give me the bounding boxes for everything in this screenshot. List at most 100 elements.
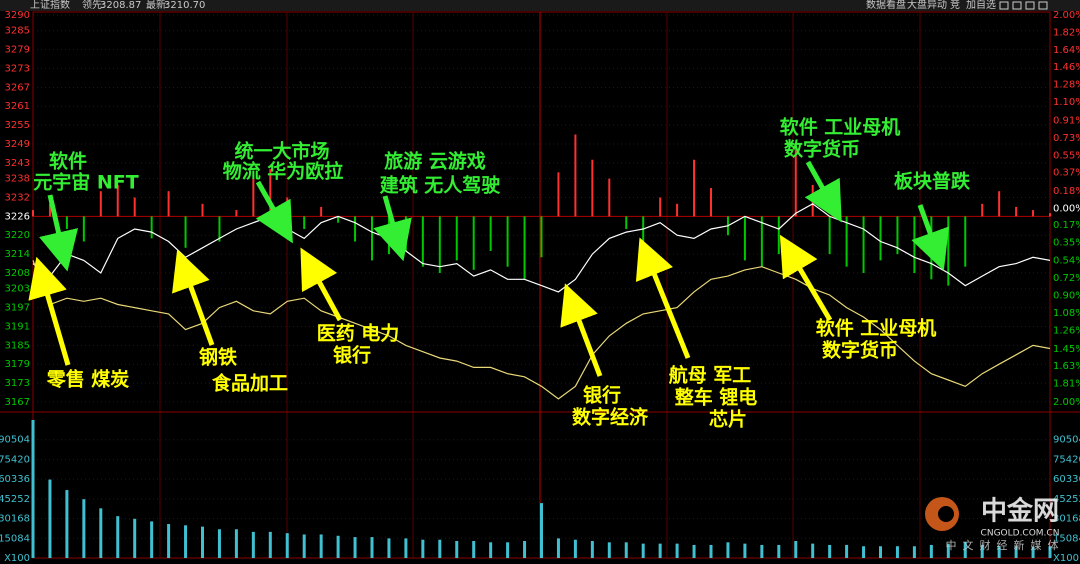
annotation: 钢铁 <box>199 346 237 369</box>
y-tick-label: 3208 <box>5 268 30 279</box>
volume-bar <box>31 420 35 558</box>
volume-bar <box>895 546 899 558</box>
volume-bar <box>946 543 950 558</box>
annotation: 软件 工业母机 <box>816 317 937 340</box>
volume-bar <box>777 544 781 558</box>
y2-tick-label: 1.81% <box>1053 379 1080 390</box>
annotation: 建筑 无人驾驶 <box>380 174 501 197</box>
volume-bar <box>201 526 204 558</box>
y-tick-label-right: 75420 <box>1053 454 1080 465</box>
toolbar-item[interactable]: 竞 <box>950 0 960 11</box>
annotation: 元宇宙 NFT <box>33 171 138 194</box>
lead-label: 领先: <box>82 0 105 11</box>
y2-tick-label: 0.54% <box>1053 256 1080 267</box>
volume-bar <box>1031 546 1035 558</box>
volume-bar <box>404 538 408 558</box>
y2-tick-label: 1.10% <box>1053 97 1080 108</box>
y-tick-label: 3238 <box>5 174 30 185</box>
toolbar-item[interactable]: 加自选 <box>966 0 996 11</box>
header-bar <box>0 0 1080 11</box>
annotation: 整车 锂电 <box>675 386 758 409</box>
price-line <box>32 203 1051 293</box>
lead-value: 3208.87 <box>100 0 141 11</box>
y-tick-label: 3197 <box>5 303 30 314</box>
volume-bar <box>1048 546 1052 558</box>
volume-bar <box>675 543 679 558</box>
volume-bar <box>1014 546 1018 558</box>
volume-bar <box>268 531 272 558</box>
volume-bar <box>353 537 357 558</box>
y-tick-label-right: 60336 <box>1053 474 1080 485</box>
y2-tick-label: 0.90% <box>1053 291 1080 302</box>
annotation: 软件 工业母机 <box>780 116 901 139</box>
volume-bar <box>455 541 459 558</box>
y2-tick-label: 1.28% <box>1053 80 1080 91</box>
y2-tick-label: 0.73% <box>1053 133 1080 144</box>
annotation: 银行 <box>583 384 621 407</box>
y-tick-label-right: 45252 <box>1053 494 1080 505</box>
y2-tick-label: 0.55% <box>1053 150 1080 161</box>
volume-bar <box>862 546 866 558</box>
y2-tick-label: 0.72% <box>1053 273 1080 284</box>
y-tick-label: 3173 <box>5 378 30 389</box>
latest-value: 3210.70 <box>164 0 205 11</box>
volume-bar <box>370 537 374 558</box>
arrows <box>28 160 950 377</box>
annotation: 数字货币 <box>784 138 860 161</box>
volume-bar <box>573 539 577 558</box>
volume-bar <box>540 503 543 558</box>
volume-bar <box>285 533 289 558</box>
y-tick-label: 3290 <box>5 10 30 21</box>
volume-bar <box>48 479 52 558</box>
annotation: 芯片 <box>709 408 747 431</box>
y-tick-label: 3249 <box>5 139 30 150</box>
volume-bar <box>658 543 662 558</box>
volume-bar <box>794 541 798 558</box>
annotation: 物流 华为欧拉 <box>223 160 344 183</box>
annotation: 软件 <box>49 150 87 173</box>
volume-bar <box>99 508 103 558</box>
volume-bar <box>336 535 340 558</box>
y-tick-label: 3220 <box>5 230 30 241</box>
volume-bar <box>692 544 696 558</box>
annotation: 数字经济 <box>572 406 649 429</box>
y2-tick-label: 0.35% <box>1053 237 1080 248</box>
latest-label: 最新: <box>146 0 169 11</box>
volume-bar <box>184 525 188 558</box>
volume-bar <box>150 521 154 558</box>
unit-label: X100 <box>4 553 30 564</box>
volume-bar <box>133 518 137 558</box>
y2-tick-label: 0.37% <box>1053 168 1080 179</box>
y-tick-label: 3273 <box>5 63 30 74</box>
y-tick-label: 75420 <box>0 454 30 465</box>
volume-bar <box>438 539 442 558</box>
y-tick-label: 3214 <box>5 249 30 260</box>
volume-bar <box>845 544 849 558</box>
volume-bar <box>65 490 69 558</box>
volume-bar <box>641 543 645 558</box>
toolbar-item[interactable]: 大盘异动 <box>907 0 947 11</box>
window-buttons[interactable] <box>999 1 1048 10</box>
volume-bar <box>167 524 171 558</box>
annotation: 数字货币 <box>822 339 898 362</box>
volume-bar <box>607 542 611 558</box>
y2-tick-label: 0.91% <box>1053 115 1080 126</box>
y-tick-label: 3261 <box>5 101 30 112</box>
volume-bar <box>489 542 493 558</box>
logo <box>938 506 954 522</box>
y2-tick-label: 0.18% <box>1053 186 1080 197</box>
volume-bar <box>879 546 882 558</box>
volume-bar <box>506 542 510 558</box>
y-tick-label: 3285 <box>5 26 30 37</box>
volume-bar <box>709 544 713 558</box>
y-tick-label: 15084 <box>0 533 30 544</box>
annotation: 医药 电力 <box>317 322 400 345</box>
volume-bar <box>251 531 255 558</box>
watermark-title: 中金网 <box>981 496 1059 527</box>
toolbar-item[interactable]: 数据看盘 <box>866 0 906 11</box>
watermark-slogan: 中文财经新媒体 <box>946 538 1065 552</box>
volume-bar <box>929 544 933 558</box>
volume-bar <box>472 541 476 558</box>
y-tick-label: 3185 <box>5 340 30 351</box>
y-tick-label-right: 90504 <box>1053 435 1080 446</box>
